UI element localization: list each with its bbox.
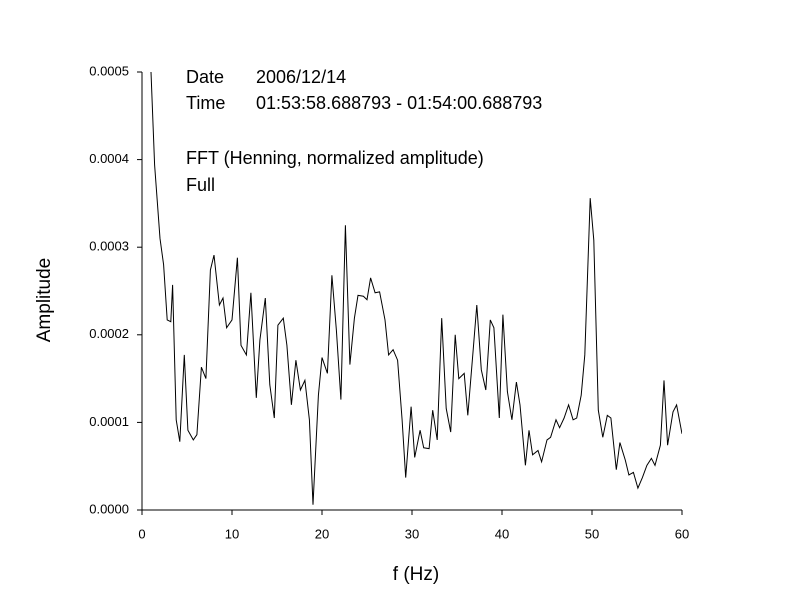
y-tick-label: 0.0002 [89,326,129,341]
data-line [150,72,682,505]
annotation: Time [186,93,225,113]
x-tick-label: 50 [585,526,599,541]
annotation: FFT (Henning, normalized amplitude) [186,148,484,168]
x-tick-label: 0 [138,526,145,541]
y-tick-label: 0.0000 [89,501,129,516]
y-tick-label: 0.0001 [89,414,129,429]
x-axis-label: f (Hz) [393,564,439,585]
x-tick-label: 40 [495,526,509,541]
annotation: Date [186,67,224,87]
y-tick-label: 0.0004 [89,151,129,166]
y-axis-label: Amplitude [34,258,55,343]
annotation: 01:53:58.688793 - 01:54:00.688793 [256,93,542,113]
x-tick-label: 10 [225,526,239,541]
x-tick-label: 30 [405,526,419,541]
y-tick-label: 0.0003 [89,239,129,254]
annotation: 2006/12/14 [256,67,346,87]
x-tick-label: 20 [315,526,329,541]
y-tick-label: 0.0005 [89,63,129,78]
x-tick-label: 60 [675,526,689,541]
annotation: Full [186,175,215,195]
